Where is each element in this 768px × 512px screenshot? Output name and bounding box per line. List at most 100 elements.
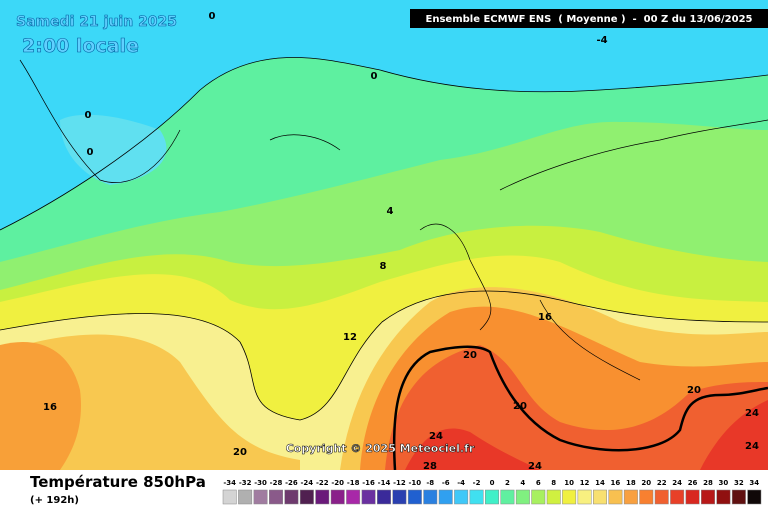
legend-tick-label: -14 xyxy=(378,479,391,487)
legend-tick-label: 4 xyxy=(520,479,525,487)
contour-label: 0 xyxy=(87,147,94,158)
legend-swatch xyxy=(515,489,530,505)
legend-swatch xyxy=(608,489,623,505)
legend-swatch xyxy=(330,489,345,505)
contour-label: 20 xyxy=(233,447,247,458)
legend-tick-label: -24 xyxy=(301,479,314,487)
contour-label: 24 xyxy=(745,408,759,419)
legend-swatch xyxy=(423,489,438,505)
legend-swatch xyxy=(639,489,654,505)
legend-tick-label: -16 xyxy=(362,479,375,487)
contour-label: 20 xyxy=(513,401,527,412)
legend-swatch xyxy=(253,489,268,505)
legend-tick-label: 34 xyxy=(749,479,759,487)
contour-label: 16 xyxy=(43,402,57,413)
legend-swatch xyxy=(670,489,685,505)
run-label: Ensemble ECMWF ENS ( Moyenne ) - 00 Z du… xyxy=(426,14,753,25)
legend-swatch xyxy=(454,489,469,505)
legend-tick-label: -6 xyxy=(442,479,450,487)
run-box xyxy=(410,9,768,28)
legend-swatch xyxy=(284,489,299,505)
legend-swatch xyxy=(438,489,453,505)
legend-tick-label: 26 xyxy=(688,479,698,487)
legend-tick-label: 22 xyxy=(657,479,667,487)
legend-swatch xyxy=(500,489,515,505)
legend-tick-label: -2 xyxy=(473,479,481,487)
legend-tick-label: 24 xyxy=(672,479,682,487)
legend-tick-label: -30 xyxy=(254,479,267,487)
legend-swatch xyxy=(531,489,546,505)
legend-swatch xyxy=(269,489,283,505)
contour-label: 20 xyxy=(687,385,701,396)
legend-swatch xyxy=(747,489,762,505)
legend-tick-label: 12 xyxy=(580,479,590,487)
legend-swatch xyxy=(654,489,669,505)
legend-tick-label: 18 xyxy=(626,479,636,487)
contour-label: 20 xyxy=(463,350,477,361)
legend-swatch xyxy=(623,489,638,505)
legend-tick-label: 30 xyxy=(719,479,729,487)
legend-tick-label: 32 xyxy=(734,479,744,487)
legend-tick-label: 28 xyxy=(703,479,713,487)
legend-tick-label: -20 xyxy=(331,479,344,487)
legend-swatch xyxy=(361,489,376,505)
temp-band xyxy=(60,114,167,185)
legend-swatch xyxy=(315,489,330,505)
legend-swatch xyxy=(377,489,391,505)
legend-tick-label: -28 xyxy=(270,479,283,487)
legend-tick-label: 20 xyxy=(641,479,651,487)
legend-tick-label: -12 xyxy=(393,479,406,487)
copyright: Copyright © 2025 Meteociel.fr xyxy=(286,442,475,455)
legend-tick-label: 8 xyxy=(551,479,556,487)
coastline xyxy=(19,59,768,381)
legend-swatch xyxy=(546,489,561,505)
contour-label: 4 xyxy=(387,206,394,217)
legend-swatch xyxy=(716,489,731,505)
contour-label: 12 xyxy=(343,332,357,343)
legend-swatch xyxy=(701,489,715,505)
time-label: 2:00 locale xyxy=(22,35,139,57)
contour-label: 0 xyxy=(209,11,216,22)
contour-label: 16 xyxy=(538,312,552,323)
contour-label: 24 xyxy=(745,441,759,452)
contour-label: 24 xyxy=(429,431,443,442)
legend-swatch xyxy=(222,489,237,505)
contour-label: 24 xyxy=(528,461,542,472)
footer-title: Température 850hPa xyxy=(30,473,206,491)
temp-band xyxy=(405,400,768,470)
legend-swatch xyxy=(299,489,314,505)
legend-tick-label: -10 xyxy=(409,479,422,487)
legend-tick-label: -22 xyxy=(316,479,329,487)
contour-label: -4 xyxy=(596,35,607,46)
legend-swatch xyxy=(593,489,607,505)
legend-tick-label: -32 xyxy=(239,479,252,487)
legend-swatch xyxy=(731,489,746,505)
legend-tick-label: -18 xyxy=(347,479,360,487)
legend-tick-label: -8 xyxy=(426,479,434,487)
contour-line xyxy=(0,57,768,421)
contour-label: 28 xyxy=(423,461,437,472)
legend-tick-label: 10 xyxy=(564,479,574,487)
legend-tick-label: 0 xyxy=(490,479,495,487)
contour-line xyxy=(392,345,768,471)
legend-swatch xyxy=(407,489,422,505)
date-label: Samedi 21 juin 2025 xyxy=(16,14,177,30)
legend-swatch xyxy=(577,489,592,505)
legend-swatch xyxy=(685,489,700,505)
legend-swatch xyxy=(346,489,361,505)
legend-swatch xyxy=(562,489,577,505)
legend-tick-label: 14 xyxy=(595,479,605,487)
legend-tick-label: 6 xyxy=(536,479,541,487)
contour-label: 0 xyxy=(85,110,92,121)
legend-swatch xyxy=(469,489,484,505)
temp-band xyxy=(0,342,81,470)
legend-tick-label: -34 xyxy=(223,479,236,487)
legend-tick-label: 16 xyxy=(611,479,621,487)
legend-tick-label: 2 xyxy=(505,479,510,487)
legend-tick-label: -26 xyxy=(285,479,298,487)
footer-lead: (+ 192h) xyxy=(30,495,79,506)
contour-label: 0 xyxy=(371,71,378,82)
legend-swatch xyxy=(485,489,499,505)
legend-tick-label: -4 xyxy=(457,479,465,487)
